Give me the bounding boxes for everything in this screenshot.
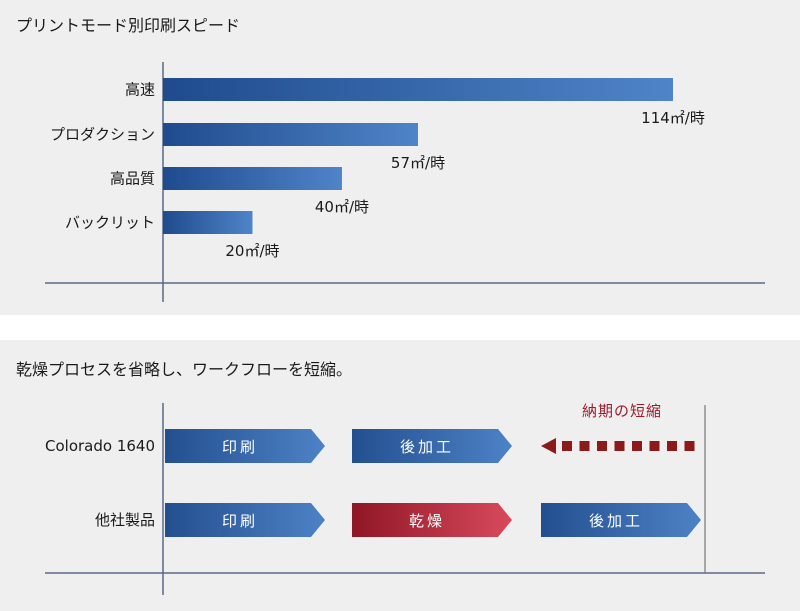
dashed-arrow-segment [614,441,625,451]
category-label-2: 高品質 [110,170,155,188]
workflow-panel: 乾燥プロセスを省略し、ワークフローを短縮。 Colorado 1640 印刷 後加工… [0,340,800,611]
dashed-arrow-segment [562,441,572,451]
step-arrow-1-0 [165,503,325,537]
category-label-3: バックリット [65,214,155,232]
bar-0 [163,78,673,101]
value-label-1: 57㎡/時 [391,154,445,172]
step-label-0-1: 後加工 [400,438,454,456]
step-arrow-1-2 [541,503,701,537]
step-arrow-0-1 [352,429,512,463]
bar-1 [163,123,418,146]
bar-2 [163,167,342,190]
value-label-3: 20㎡/時 [225,242,279,260]
lead-time-note: 納期の短縮 [582,402,662,420]
step-label-1-1: 乾燥 [409,512,445,530]
row-label-0: Colorado 1640 [45,437,155,455]
step-label-1-0: 印刷 [222,512,258,530]
dashed-arrow-segment [684,441,695,451]
dashed-arrow-segment [597,441,607,451]
dashed-arrow-head [541,438,556,454]
category-label-1: プロダクション [50,126,155,144]
workflow-title: 乾燥プロセスを省略し、ワークフローを短縮。 [16,360,353,379]
step-arrow-1-1 [352,503,512,537]
speed-chart-panel: プリントモード別印刷スピード 高速 114㎡/時プロダクション 57㎡/時高品質 40… [0,0,800,315]
step-arrow-0-0 [165,429,325,463]
dashed-arrow-segment [649,441,660,451]
speed-chart-title: プリントモード別印刷スピード [16,16,241,35]
bar-3 [163,211,253,234]
step-label-0-0: 印刷 [222,438,258,456]
step-label-1-2: 後加工 [589,512,643,530]
dashed-arrow-segment [632,441,642,451]
dashed-arrow-segment [667,441,677,451]
category-label-0: 高速 [125,81,155,99]
value-label-0: 114㎡/時 [641,109,705,127]
dashed-arrow-segment [579,441,590,451]
row-label-1: 他社製品 [95,511,155,529]
value-label-2: 40㎡/時 [315,198,369,216]
